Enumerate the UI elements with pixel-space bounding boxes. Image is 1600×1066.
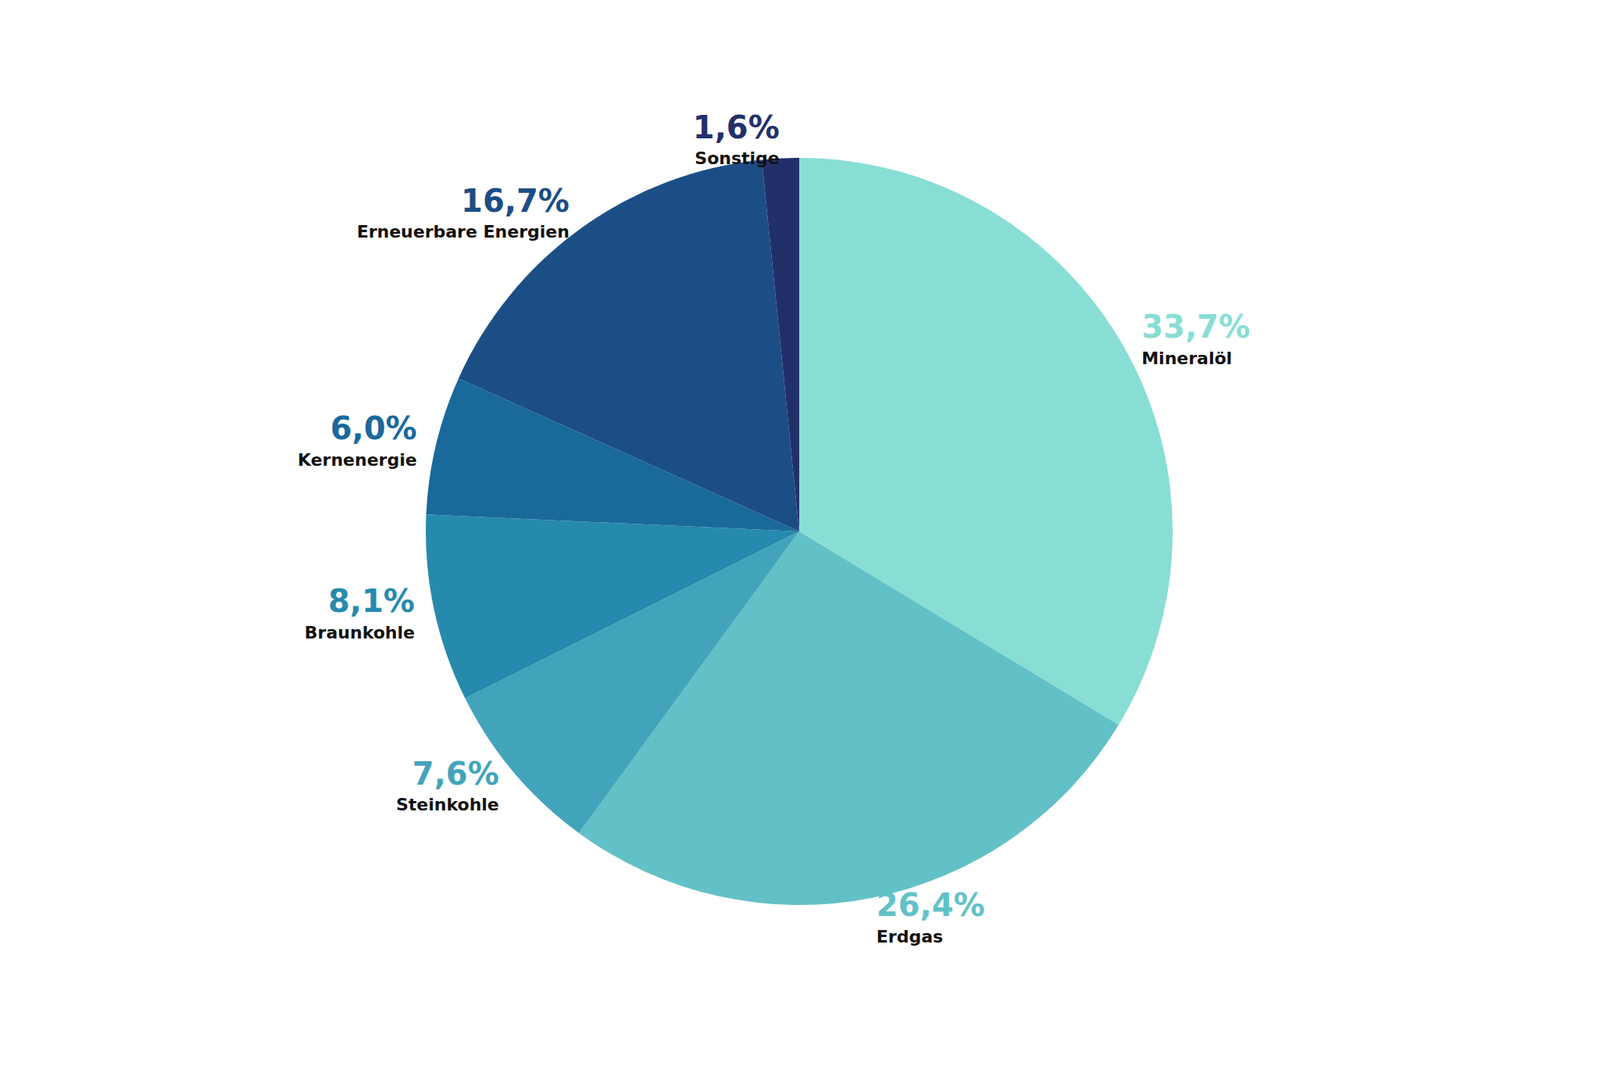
svg-text:8,1%: 8,1% bbox=[328, 582, 415, 619]
svg-text:26,4%: 26,4% bbox=[876, 886, 986, 923]
svg-text:Erneuerbare Energien: Erneuerbare Energien bbox=[357, 221, 570, 242]
svg-text:Steinkohle: Steinkohle bbox=[396, 794, 500, 815]
svg-text:Kernenergie: Kernenergie bbox=[297, 450, 418, 470]
svg-text:16,7%: 16,7% bbox=[460, 182, 570, 219]
svg-text:Sonstige: Sonstige bbox=[694, 148, 779, 168]
svg-text:Braunkohle: Braunkohle bbox=[304, 622, 415, 643]
svg-text:33,7%: 33,7% bbox=[1141, 308, 1250, 345]
svg-text:1,6%: 1,6% bbox=[692, 109, 780, 146]
svg-text:7,6%: 7,6% bbox=[412, 755, 500, 792]
svg-text:Mineralöl: Mineralöl bbox=[1141, 348, 1233, 368]
svg-text:Erdgas: Erdgas bbox=[876, 926, 943, 947]
svg-text:6,0%: 6,0% bbox=[330, 410, 418, 447]
